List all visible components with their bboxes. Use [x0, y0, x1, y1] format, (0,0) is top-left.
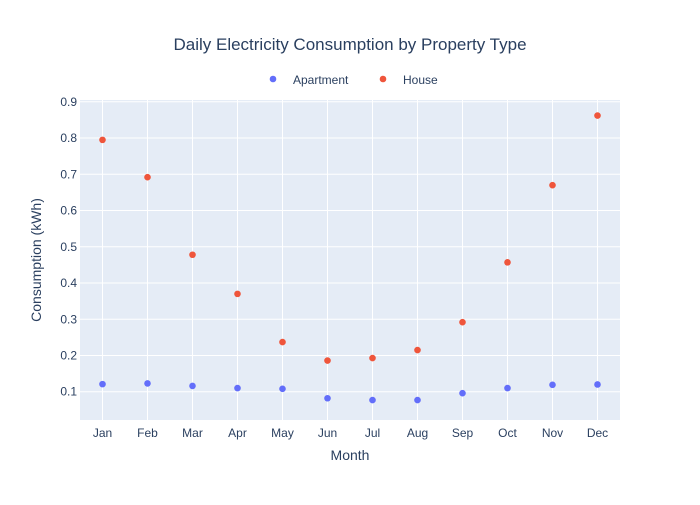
data-point	[459, 389, 466, 397]
data-point	[504, 259, 511, 266]
x-tick-label: Jul	[365, 426, 380, 440]
data-point	[234, 384, 241, 392]
data-point	[504, 384, 511, 392]
data-point	[414, 346, 421, 354]
y-tick-label: 0.3	[60, 312, 77, 326]
x-tick-label: Nov	[542, 426, 563, 440]
x-tick-label: Jun	[318, 426, 337, 440]
data-point	[144, 380, 151, 387]
y-tick-label: 0.7	[60, 167, 77, 181]
y-tick-label: 0.1	[60, 385, 77, 399]
y-tick-label: 0.8	[60, 131, 77, 145]
data-point	[144, 173, 151, 181]
y-axis-title: Consumption (kWh)	[28, 198, 44, 322]
x-axis-title: Month	[331, 447, 370, 463]
data-point	[189, 251, 196, 259]
x-tick-label: Dec	[587, 426, 608, 440]
y-tick-label: 0.5	[60, 240, 77, 254]
data-points	[99, 112, 601, 404]
data-point	[549, 181, 556, 189]
data-point	[594, 112, 601, 119]
data-point	[369, 396, 376, 404]
x-tick-label: Mar	[182, 426, 203, 440]
data-point	[594, 381, 601, 388]
plot-area	[80, 100, 620, 420]
legend-label: House	[403, 73, 438, 87]
series-house	[99, 112, 601, 364]
data-point	[234, 290, 241, 298]
data-point	[99, 380, 106, 388]
legend-label: Apartment	[293, 73, 349, 87]
legend-item-apartment[interactable]: Apartment	[269, 73, 349, 87]
data-point	[324, 357, 331, 364]
x-tick-label: Oct	[498, 426, 517, 440]
y-axis-ticks: 0.1 0.2 0.3 0.4 0.5 0.6 0.7 0.8 0.9	[60, 95, 77, 399]
x-tick-label: Aug	[407, 426, 428, 440]
x-tick-label: Feb	[137, 426, 158, 440]
x-tick-label: May	[271, 426, 294, 440]
data-point	[279, 385, 286, 393]
x-tick-label: Jan	[93, 426, 112, 440]
chart-title: Daily Electricity Consumption by Propert…	[173, 35, 526, 54]
y-tick-label: 0.2	[60, 348, 77, 362]
x-tick-label: Apr	[228, 426, 247, 440]
series-apartment	[99, 380, 601, 404]
data-point	[369, 354, 376, 362]
data-point	[324, 394, 331, 402]
data-point	[549, 381, 556, 389]
legend-marker	[379, 75, 387, 83]
data-point	[189, 382, 196, 390]
x-tick-label: Sep	[452, 426, 474, 440]
y-tick-label: 0.4	[60, 276, 77, 290]
data-point	[459, 318, 466, 326]
legend-item-house[interactable]: House	[379, 73, 438, 87]
data-point	[414, 396, 421, 404]
y-tick-label: 0.9	[60, 95, 77, 109]
x-axis-ticks: Jan Feb Mar Apr May Jun Jul Aug Sep Oct Nov Dec	[93, 426, 608, 440]
data-point	[99, 136, 106, 144]
legend-marker	[269, 75, 277, 83]
gridlines	[80, 100, 620, 420]
legend: Apartment House	[269, 73, 438, 87]
y-tick-label: 0.6	[60, 204, 77, 218]
data-point	[279, 338, 286, 346]
